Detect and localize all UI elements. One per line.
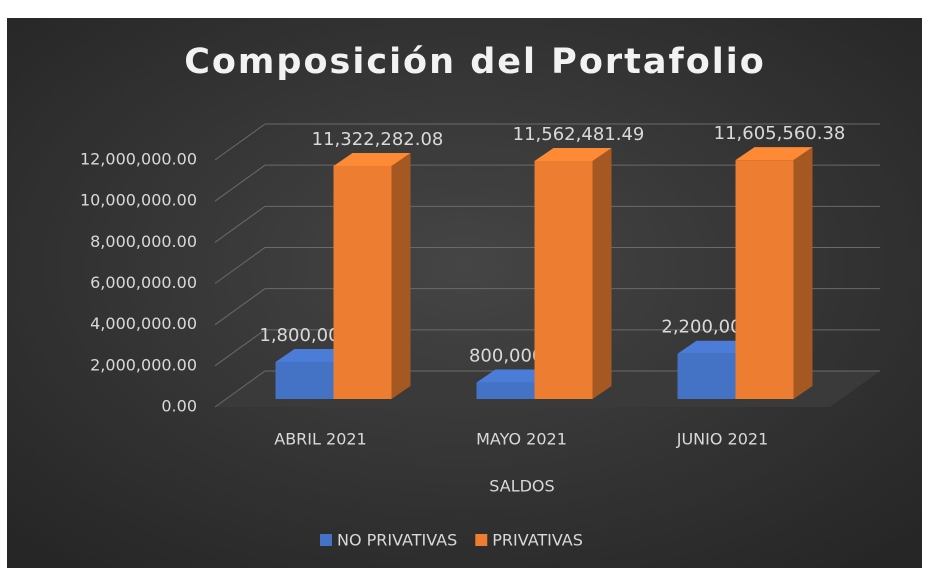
x-axis-title: SALDOS bbox=[489, 477, 554, 496]
data-label: 11,605,560.38 bbox=[714, 123, 846, 144]
y-tick-label: 12,000,000.00 bbox=[80, 150, 197, 169]
bar bbox=[275, 361, 334, 399]
bar bbox=[735, 160, 794, 399]
y-tick-label: 8,000,000.00 bbox=[90, 232, 197, 251]
data-label: 11,562,481.49 bbox=[513, 124, 645, 145]
y-tick-label: 4,000,000.00 bbox=[90, 314, 197, 333]
bar-side bbox=[391, 152, 411, 399]
bar bbox=[677, 353, 736, 399]
grid-line bbox=[214, 205, 880, 243]
y-tick-label: 10,000,000.00 bbox=[80, 191, 197, 210]
bar bbox=[534, 161, 593, 399]
bar-top bbox=[333, 152, 411, 166]
bar-side bbox=[793, 147, 813, 399]
legend-swatch bbox=[475, 534, 488, 546]
grid-line bbox=[214, 247, 880, 284]
grid-line bbox=[214, 164, 880, 202]
x-tick-label: MAYO 2021 bbox=[476, 430, 567, 449]
bar-top bbox=[677, 340, 755, 354]
grid-line bbox=[214, 329, 880, 367]
bar-top bbox=[275, 348, 353, 362]
y-tick-label: 0.00 bbox=[161, 397, 197, 416]
grid-line bbox=[214, 123, 880, 161]
legend-label: PRIVATIVAS bbox=[492, 531, 583, 550]
x-tick-label: ABRIL 2021 bbox=[274, 430, 366, 449]
legend-label: NO PRIVATIVAS bbox=[337, 531, 457, 550]
bar bbox=[333, 165, 392, 399]
legend-swatch bbox=[320, 534, 332, 546]
x-tick-label: JUNIO 2021 bbox=[676, 430, 769, 449]
grid-line bbox=[214, 370, 880, 408]
data-label: 11,322,282.08 bbox=[312, 129, 444, 150]
bar-side bbox=[592, 148, 612, 399]
bar-top bbox=[476, 369, 554, 383]
bar-top bbox=[534, 148, 612, 162]
bar bbox=[476, 382, 535, 399]
bar-top bbox=[735, 147, 813, 161]
chart-title: Composición del Portafolio bbox=[184, 42, 766, 82]
y-tick-label: 6,000,000.00 bbox=[90, 273, 197, 292]
y-tick-label: 2,000,000.00 bbox=[90, 355, 197, 374]
grid-line bbox=[214, 288, 880, 326]
